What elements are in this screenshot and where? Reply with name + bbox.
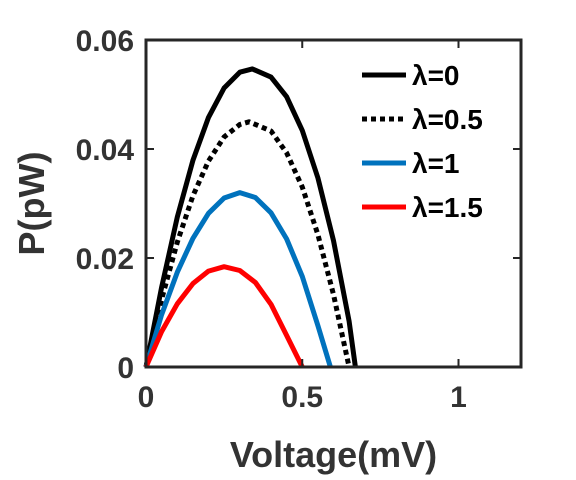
legend-label-3: λ=1.5 xyxy=(412,192,483,223)
series-line-0 xyxy=(143,66,358,368)
legend: λ=0 λ=0.5 λ=1 λ=1.5 xyxy=(362,60,483,223)
y-axis-title: P(pW) xyxy=(11,152,52,256)
series-line-2 xyxy=(143,190,333,368)
ticks: 0 0.5 1 0 0.02 0.04 0.06 xyxy=(76,25,521,414)
x-tick-label: 1 xyxy=(450,381,467,414)
legend-label-0: λ=0 xyxy=(412,60,460,91)
y-tick-label: 0 xyxy=(117,352,134,385)
y-tick-label: 0.02 xyxy=(76,243,134,276)
x-tick-label: 0 xyxy=(138,381,155,414)
legend-label-1: λ=0.5 xyxy=(412,104,483,135)
axes-frame xyxy=(144,38,523,369)
x-tick-label: 0.5 xyxy=(281,381,323,414)
y-tick-label: 0.06 xyxy=(76,25,134,58)
legend-label-2: λ=1 xyxy=(412,148,460,179)
series-line-3 xyxy=(143,264,305,369)
series-line-1 xyxy=(143,119,352,368)
x-axis-title: Voltage(mV) xyxy=(230,434,437,475)
plot-area xyxy=(143,66,358,369)
y-tick-label: 0.04 xyxy=(76,134,135,167)
